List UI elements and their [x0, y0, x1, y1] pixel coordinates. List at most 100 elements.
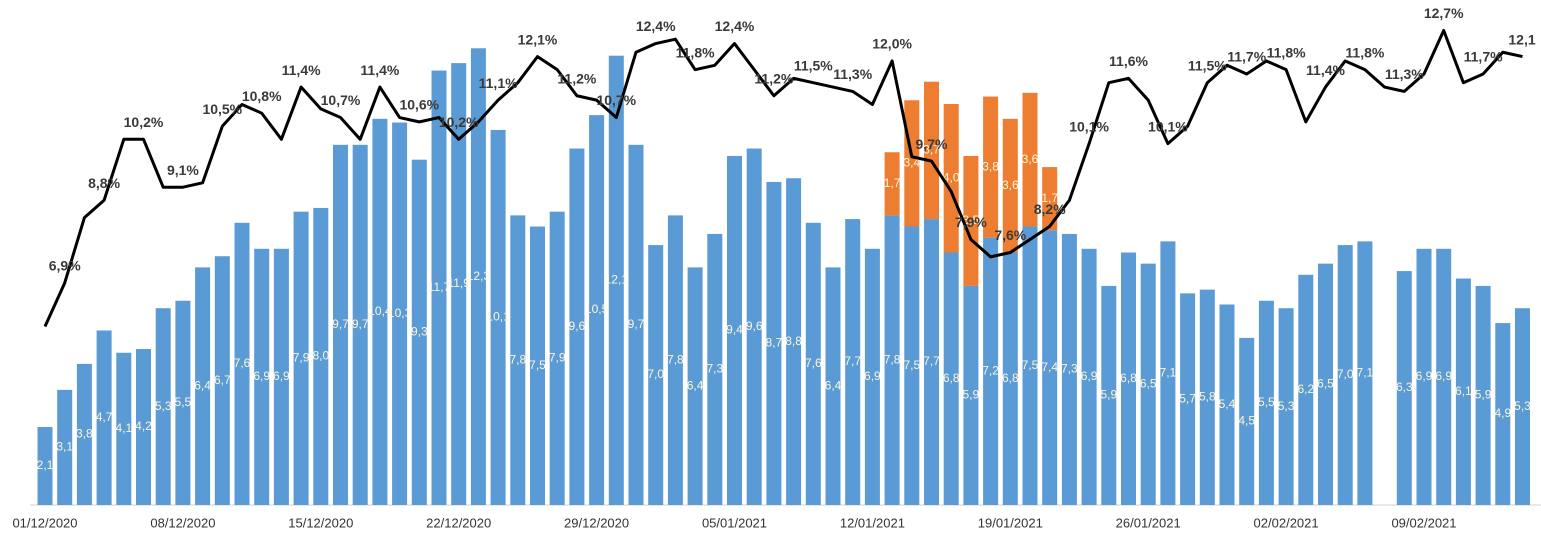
- line-label: 11,8%: [1267, 44, 1306, 60]
- bar: [1022, 92, 1038, 227]
- bar-label: 7,9: [293, 350, 310, 364]
- line-label: 11,5%: [794, 57, 833, 73]
- bar-label: 6,3: [1396, 380, 1413, 394]
- bar: [1042, 167, 1058, 231]
- bar-label: 12,1: [605, 273, 629, 287]
- line-label: 10,7%: [596, 92, 636, 108]
- line-label: 11,2%: [557, 70, 596, 86]
- bar-label: 7,1: [1160, 365, 1177, 379]
- bar-label: 5,3: [155, 399, 172, 413]
- bar: [904, 226, 920, 505]
- bar: [273, 248, 289, 506]
- bar-label: 7,2: [982, 363, 999, 377]
- bar-label: 6,9: [1081, 369, 1098, 383]
- bar-label: 7,8: [509, 352, 526, 366]
- bar: [1101, 285, 1117, 505]
- line-label: 10,8%: [242, 88, 282, 104]
- bar-label: 10,5: [585, 302, 609, 316]
- bar-label: 7,3: [706, 362, 723, 376]
- bar-label: 5,9: [963, 388, 980, 402]
- bar: [234, 222, 250, 505]
- line-label: 11,3%: [833, 66, 872, 82]
- line-label: 10,1%: [1148, 118, 1188, 134]
- bar: [1160, 241, 1176, 505]
- bar-label: 8,7: [766, 336, 783, 350]
- bar-label: 4,2: [135, 419, 152, 433]
- bar-label: 7,7: [923, 354, 940, 368]
- bar: [293, 211, 309, 505]
- bar: [1357, 241, 1373, 505]
- bar: [510, 215, 526, 505]
- bar: [470, 48, 486, 505]
- bar-label: 5,9: [1100, 388, 1117, 402]
- bar: [195, 267, 211, 505]
- bar: [1455, 278, 1471, 505]
- x-tick-label: 08/12/2020: [150, 515, 215, 530]
- bar: [136, 349, 151, 505]
- bar-label: 6,1: [1455, 384, 1472, 398]
- bar-label: 3,5: [963, 213, 980, 227]
- line-label: 11,8%: [1345, 44, 1384, 60]
- bar-label: 6,4: [687, 378, 704, 392]
- bar-label: 7,5: [529, 358, 546, 372]
- bar-label: 6,9: [273, 369, 290, 383]
- bar-label: 6,2: [1297, 382, 1314, 396]
- bar-label: 3,7: [923, 143, 940, 157]
- bar-label: 6,8: [943, 371, 960, 385]
- x-tick-label: 22/12/2020: [426, 515, 491, 530]
- bar: [1199, 289, 1215, 505]
- bar-label: 5,3: [1514, 399, 1531, 413]
- line-label: 11,7%: [1227, 49, 1266, 65]
- bar: [786, 178, 802, 505]
- bar: [411, 159, 427, 505]
- bar-label: 9,4: [726, 323, 743, 337]
- bar-label: 3,1: [56, 440, 73, 454]
- line-label: 7,6%: [994, 227, 1026, 243]
- line-label: 12,0%: [872, 36, 912, 52]
- bar-label: 6,4: [194, 378, 211, 392]
- bar-label: 7,8: [884, 352, 901, 366]
- line: [43, 28, 1523, 328]
- bar: [1061, 233, 1077, 505]
- bar: [254, 248, 270, 506]
- x-tick-label: 12/01/2021: [840, 515, 905, 530]
- bar-label: 7,9: [549, 350, 566, 364]
- bar: [96, 330, 112, 505]
- bar-label: 3,6: [1002, 178, 1019, 192]
- bar-label: 7,6: [234, 356, 251, 370]
- bar-label: 2,1: [37, 458, 54, 472]
- line-label: 11,1%: [479, 75, 518, 91]
- line-label: 12,4%: [715, 18, 755, 34]
- bar-label: 7,0: [1337, 367, 1354, 381]
- bar-label: 6,5: [1140, 376, 1157, 390]
- bar-label: 3,8: [982, 159, 999, 173]
- line-label: 10,2%: [439, 114, 479, 130]
- bar: [766, 181, 782, 505]
- line-label: 10,5%: [202, 101, 242, 117]
- line-label: 11,7%: [1464, 49, 1503, 65]
- bar-label: 10,3: [388, 306, 412, 320]
- line-label: 12,1%: [518, 31, 558, 47]
- bar-label: 6,7: [214, 373, 231, 387]
- line-label: 8,2%: [1034, 201, 1066, 217]
- bar-label: 5,7: [1179, 391, 1196, 405]
- x-tick-label: 02/02/2021: [1254, 515, 1319, 530]
- bar-label: 7,6: [805, 356, 822, 370]
- line-label: 11,8%: [676, 44, 715, 60]
- bar: [1515, 308, 1530, 505]
- bar-label: 9,6: [746, 319, 763, 333]
- bar: [1337, 245, 1353, 505]
- line-label: 12,4%: [636, 18, 676, 34]
- bar: [943, 252, 959, 505]
- bar: [963, 285, 979, 505]
- bar-label: 7,0: [647, 367, 664, 381]
- bar: [313, 207, 329, 506]
- bar: [983, 96, 999, 238]
- x-tick-label: 09/02/2021: [1391, 515, 1456, 530]
- bar: [1081, 248, 1097, 506]
- bar-label: 9,7: [628, 317, 645, 331]
- bar-label: 6,9: [1416, 369, 1433, 383]
- x-tick-label: 05/01/2021: [702, 515, 767, 530]
- bar: [1396, 271, 1412, 505]
